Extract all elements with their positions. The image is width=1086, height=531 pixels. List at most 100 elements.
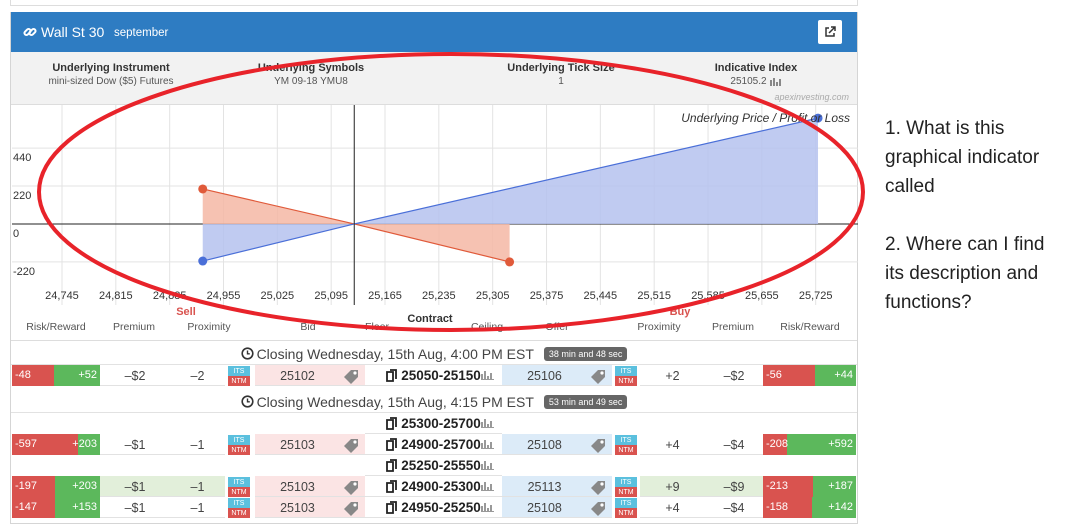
- its-badge: ITS: [228, 366, 250, 376]
- bid-value: 25103: [280, 437, 315, 452]
- column-label: Proximity: [187, 321, 231, 333]
- info-label: Underlying Instrument: [52, 62, 170, 74]
- moneyness-badge: ITS NTM: [228, 498, 250, 518]
- its-badge: ITS: [228, 435, 250, 445]
- reward-value: +203: [72, 480, 97, 492]
- risk-bar: [763, 434, 788, 455]
- reward-bar: [77, 434, 100, 455]
- info-value: YM 09-18 YMU8: [274, 76, 348, 87]
- offer: 25108: [502, 434, 612, 455]
- reward-value: +52: [78, 369, 97, 381]
- y-tick-label: 0: [13, 228, 19, 240]
- closing-time: Closing Wednesday, 15th Aug, 4:15 PM EST: [256, 393, 534, 410]
- column-label: Bid: [300, 321, 316, 333]
- ntm-badge: NTM: [615, 445, 637, 455]
- closing-time: Closing Wednesday, 15th Aug, 4:00 PM EST: [256, 345, 534, 362]
- contract-cell: 25250-25550: [365, 455, 502, 476]
- risk-value: -197: [15, 480, 38, 492]
- reward-bar: [787, 434, 856, 455]
- x-tick-label: 24,815: [99, 290, 133, 302]
- contract-range: 25300-25700: [401, 415, 481, 431]
- contract-range: 25250-25550: [401, 457, 481, 473]
- bid: 25103: [255, 497, 365, 518]
- section-header: Closing Wednesday, 15th Aug, 4:15 PM EST…: [11, 391, 857, 413]
- question-line: graphical indicator: [885, 147, 1040, 168]
- reward-bar: [812, 476, 856, 497]
- sell-proximity: –1: [170, 476, 225, 497]
- chart-title: Underlying Price / Profit or Loss: [681, 111, 850, 125]
- offer: 25108: [502, 497, 612, 518]
- column-label: Ceiling: [470, 321, 504, 333]
- column-label: Offer: [545, 321, 569, 333]
- reward-bar: [54, 365, 100, 386]
- column-label: Proximity: [637, 321, 681, 333]
- buy-proximity-value: +4: [665, 437, 680, 452]
- buy-proximity: +4: [640, 434, 705, 455]
- contract-range: 24950-25250: [401, 499, 481, 515]
- bid-value: 25103: [280, 479, 315, 494]
- sell-proximity-value: –1: [190, 437, 205, 452]
- buy-risk-reward: -158 +142: [763, 497, 856, 518]
- buy-risk-reward: -213 +187: [763, 476, 856, 497]
- risk-value: -213: [766, 480, 789, 492]
- reward-bar: [815, 365, 856, 386]
- sell-premium-value: –$2: [124, 368, 146, 383]
- question-line: 1. What is this: [885, 118, 1005, 139]
- buy-proximity-value: +9: [665, 479, 680, 494]
- sell-proximity: –1: [170, 497, 225, 518]
- column-label: Premium: [711, 321, 754, 333]
- x-tick-label: 25,445: [584, 290, 618, 302]
- risk-value: -48: [15, 369, 31, 381]
- reward-value: +203: [72, 438, 97, 450]
- risk-value: -147: [15, 501, 38, 513]
- sell-premium: –$2: [100, 365, 170, 386]
- risk-bar: [763, 476, 813, 497]
- bid: 25103: [255, 434, 365, 455]
- moneyness-badge: ITS NTM: [615, 366, 637, 386]
- bid-value: 25102: [280, 368, 315, 383]
- buy-proximity: +2: [640, 365, 705, 386]
- question-line: its description and: [885, 263, 1039, 284]
- column-label: Risk/Reward: [780, 321, 840, 333]
- reward-bar: [811, 497, 856, 518]
- risk-bar: [12, 365, 55, 386]
- reward-value: +153: [72, 501, 97, 513]
- countdown-badge: 38 min and 48 sec: [543, 346, 628, 361]
- reward-value: +44: [834, 369, 853, 381]
- column-label: Floor: [365, 321, 389, 333]
- buy-risk-reward: -56 +44: [763, 365, 856, 386]
- buy-premium: –$4: [705, 497, 763, 518]
- buy-risk-reward: -208 +592: [763, 434, 856, 455]
- reward-bar: [55, 497, 100, 518]
- sell-premium-value: –$1: [124, 479, 146, 494]
- buy-premium-value: –$4: [723, 437, 745, 452]
- question-text: 1. What is this graphical indicator called…: [885, 118, 1085, 321]
- its-badge: ITS: [228, 477, 250, 487]
- sell-premium-value: –$1: [124, 437, 146, 452]
- moneyness-badge: ITS NTM: [228, 435, 250, 455]
- x-tick-label: 25,725: [799, 290, 833, 302]
- offer-value: 25108: [527, 437, 562, 452]
- sell-proximity-value: –1: [190, 479, 205, 494]
- sell-proximity-value: –1: [190, 500, 205, 515]
- reward-value: +592: [828, 438, 853, 450]
- risk-bar: [12, 434, 78, 455]
- group-sell: Sell: [176, 306, 196, 318]
- sell-premium: –$1: [100, 434, 170, 455]
- buy-premium-value: –$9: [723, 479, 745, 494]
- offer-value: 25113: [527, 479, 562, 494]
- sell-risk-reward: -48 +52: [12, 365, 100, 386]
- sell-proximity: –2: [170, 365, 225, 386]
- sell-risk-reward: -147 +153: [12, 497, 100, 518]
- risk-value: -597: [15, 438, 38, 450]
- sell-premium-value: –$1: [124, 500, 146, 515]
- countdown-badge: 53 min and 49 sec: [543, 394, 628, 409]
- ntm-badge: NTM: [615, 508, 637, 518]
- group-buy: Buy: [669, 306, 691, 318]
- x-tick-label: 25,165: [368, 290, 402, 302]
- x-tick-label: 25,515: [637, 290, 671, 302]
- contract-cell: 24900-25700: [365, 434, 502, 455]
- buy-premium: –$2: [705, 365, 763, 386]
- external-link-button[interactable]: [818, 20, 842, 44]
